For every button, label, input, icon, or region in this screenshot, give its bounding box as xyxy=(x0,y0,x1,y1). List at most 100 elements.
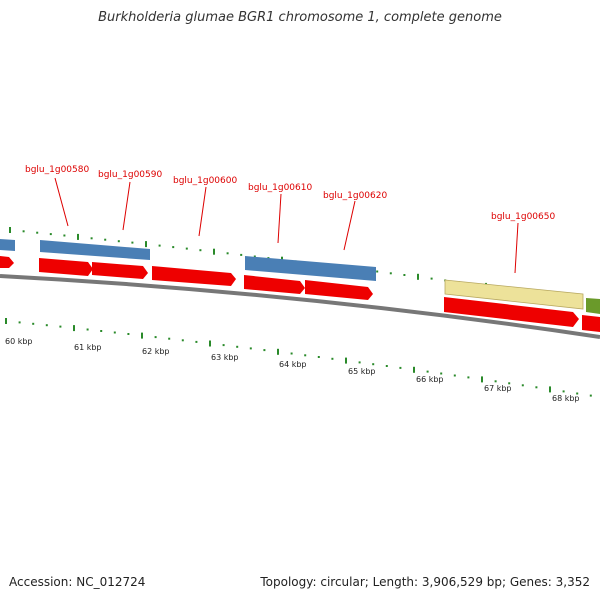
map-title: Burkholderia glumae BGR1 chromosome 1, c… xyxy=(98,10,502,25)
gene-label[interactable]: bglu_1g00610 xyxy=(248,183,312,193)
minor-tick xyxy=(426,370,429,373)
kbp-label: 64 kbp xyxy=(279,360,307,369)
minor-tick xyxy=(117,240,120,243)
minor-tick xyxy=(331,357,334,360)
cds-arrow[interactable] xyxy=(244,275,305,294)
kbp-label: 66 kbp xyxy=(416,375,444,384)
minor-tick xyxy=(181,339,184,342)
gene-label[interactable]: bglu_1g00580 xyxy=(25,165,89,175)
kbp-label: 68 kbp xyxy=(552,394,580,403)
minor-tick xyxy=(304,354,307,357)
minor-tick xyxy=(154,336,157,339)
minor-tick xyxy=(90,237,93,240)
kbp-label: 61 kbp xyxy=(74,343,102,352)
leader-line xyxy=(277,193,282,244)
minor-tick xyxy=(195,340,198,343)
kbp-label: 60 kbp xyxy=(5,337,33,346)
minor-tick xyxy=(403,274,406,276)
minor-tick xyxy=(240,253,243,256)
major-tick xyxy=(277,348,279,355)
gene-label[interactable]: bglu_1g00650 xyxy=(491,212,555,222)
major-tick xyxy=(141,332,143,339)
minor-tick xyxy=(45,324,48,327)
cds-arrow[interactable] xyxy=(582,315,600,332)
minor-tick xyxy=(222,344,225,347)
minor-tick xyxy=(358,361,361,364)
gene-bar[interactable] xyxy=(40,240,150,260)
kbp-scale-labels: 60 kbp 61 kbp 62 kbp 63 kbp 64 kbp 65 kb… xyxy=(5,337,580,403)
minor-tick xyxy=(49,233,52,236)
minor-tick xyxy=(290,352,293,355)
cds-arrow[interactable] xyxy=(305,280,373,300)
minor-tick xyxy=(376,270,379,273)
gene-bar[interactable] xyxy=(0,239,15,251)
minor-tick xyxy=(389,272,392,275)
major-tick xyxy=(413,366,415,373)
kbp-label: 65 kbp xyxy=(348,367,376,376)
kbp-label: 67 kbp xyxy=(484,384,512,393)
major-tick xyxy=(145,241,147,248)
gene-label[interactable]: bglu_1g00620 xyxy=(323,191,387,201)
minor-tick xyxy=(440,372,443,375)
minor-tick xyxy=(385,365,388,367)
minor-tick xyxy=(535,386,538,389)
cds-arrow[interactable] xyxy=(92,262,148,279)
minor-tick xyxy=(168,337,171,340)
minor-tick xyxy=(317,356,320,358)
kbp-label: 62 kbp xyxy=(142,347,170,356)
major-tick xyxy=(9,227,11,233)
minor-tick xyxy=(249,347,252,350)
minor-tick xyxy=(63,234,66,237)
cds-arrow[interactable] xyxy=(444,297,579,327)
minor-tick xyxy=(226,252,229,255)
cds-arrow[interactable] xyxy=(39,258,93,276)
gene-label[interactable]: bglu_1g00600 xyxy=(173,176,237,186)
major-tick xyxy=(417,273,419,280)
minor-tick xyxy=(494,380,497,383)
gene-label[interactable]: bglu_1g00590 xyxy=(98,170,162,180)
leader-line xyxy=(343,200,356,251)
label-leaders xyxy=(54,177,519,274)
major-tick xyxy=(549,386,551,393)
minor-tick xyxy=(172,246,175,249)
minor-tick xyxy=(467,376,470,379)
minor-tick xyxy=(104,238,107,241)
major-tick xyxy=(5,318,7,324)
gene-labels: bglu_1g00580 bglu_1g00590 bglu_1g00600 b… xyxy=(25,165,555,222)
minor-tick xyxy=(22,230,25,233)
cds-arrow[interactable] xyxy=(152,266,236,286)
leader-line xyxy=(514,222,519,274)
topology-text: Topology: circular; Length: 3,906,529 bp… xyxy=(260,575,590,589)
minor-tick xyxy=(589,394,592,397)
minor-tick xyxy=(253,255,256,258)
major-tick xyxy=(77,233,79,240)
cds-arrow[interactable] xyxy=(0,256,14,268)
accession-text: Accession: NC_012724 xyxy=(9,575,146,589)
minor-tick xyxy=(508,382,511,385)
minor-tick xyxy=(100,330,103,332)
minor-tick xyxy=(185,247,188,250)
leader-line xyxy=(122,181,131,231)
minor-tick xyxy=(113,331,116,334)
cds-arrows xyxy=(0,256,600,332)
gene-bar[interactable] xyxy=(586,298,600,314)
minor-tick xyxy=(32,322,35,325)
gene-bar[interactable] xyxy=(245,256,376,281)
minor-tick xyxy=(199,249,202,252)
minor-tick xyxy=(59,325,62,328)
major-tick xyxy=(209,340,211,347)
gene-bar[interactable] xyxy=(444,279,584,310)
minor-tick xyxy=(453,374,456,377)
leader-line xyxy=(198,186,207,237)
major-tick xyxy=(213,248,215,255)
minor-tick xyxy=(521,384,524,387)
lower-tick-track xyxy=(5,318,592,397)
minor-tick xyxy=(372,363,375,366)
kbp-label: 63 kbp xyxy=(211,353,239,362)
major-tick xyxy=(73,325,75,332)
leader-line xyxy=(54,177,69,227)
major-tick xyxy=(345,357,347,364)
gene-bars xyxy=(0,239,600,314)
minor-tick xyxy=(399,366,402,369)
